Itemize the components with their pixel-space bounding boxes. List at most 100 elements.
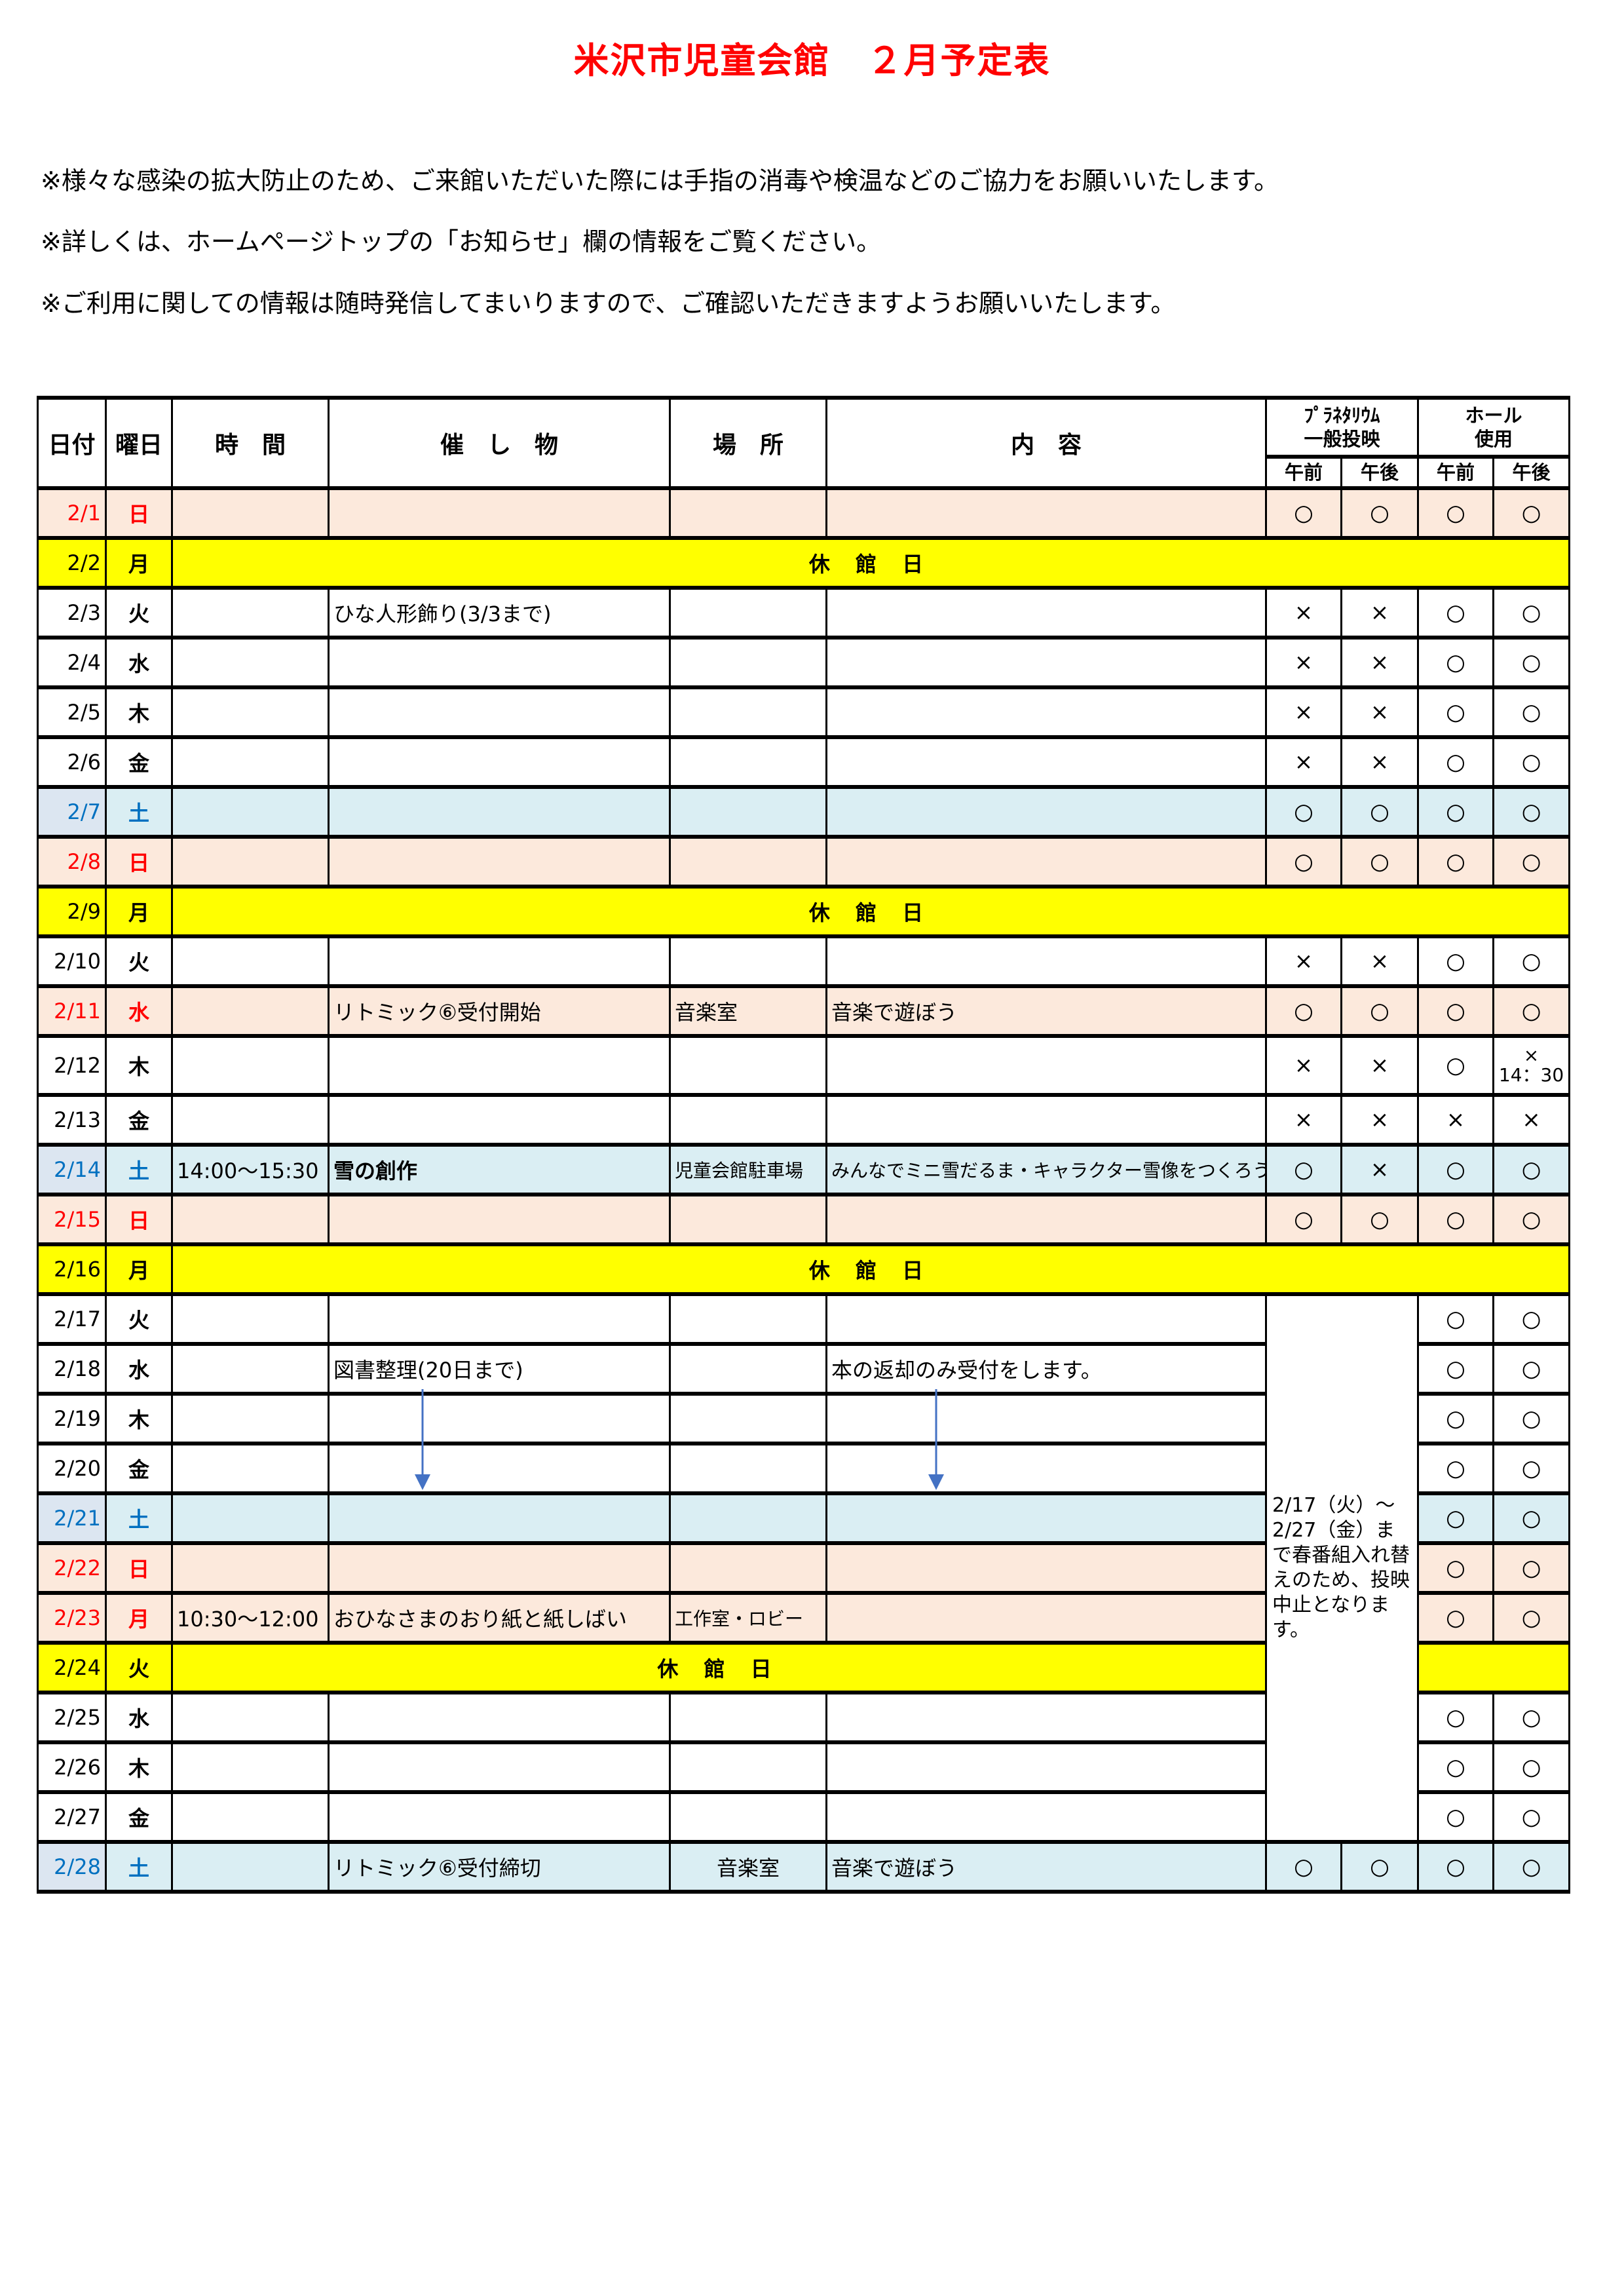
time-cell <box>171 1035 330 1096</box>
hall-pm-mark: ○ <box>1492 1143 1571 1196</box>
event-cell <box>328 636 671 689</box>
event-cell <box>328 487 671 539</box>
event-cell: ひな人形飾り(3/3まで) <box>328 586 671 639</box>
planetarium-am-mark: ○ <box>1265 1841 1342 1893</box>
hall-pm-time-note: 14：30 <box>1498 1064 1564 1086</box>
dow-cell: 土 <box>105 1492 173 1544</box>
date-cell: 2/16 <box>37 1243 107 1295</box>
table-row: 2/23 月 10:30～12:00 おひなさまのおり紙と紙しばい 工作室・ロビー ○ ○ <box>37 1592 1571 1644</box>
dow-cell: 水 <box>105 1343 173 1395</box>
content-cell <box>825 636 1267 689</box>
dow-cell: 火 <box>105 1293 173 1345</box>
content-cell <box>825 686 1267 738</box>
event-cell: 図書整理(20日まで) <box>328 1343 671 1395</box>
table-row: 2/26 木 ○ ○ <box>37 1741 1571 1793</box>
planetarium-suspension-note: 2/17（火）～2/27（金）まで春番組入れ替えのため、投映中止となります。 <box>1264 1293 1420 1843</box>
date-cell: 2/9 <box>37 885 107 938</box>
notice-3: ※ご利用に関しての情報は随時発信してまいりますので、ご確認いただきますようお願い… <box>41 289 1176 318</box>
place-cell <box>669 1492 827 1544</box>
dow-cell: 土 <box>105 1143 173 1196</box>
dow-cell: 火 <box>105 935 173 987</box>
event-cell: おひなさまのおり紙と紙しばい <box>328 1592 671 1644</box>
date-cell: 2/8 <box>37 835 107 888</box>
date-cell: 2/15 <box>37 1193 107 1246</box>
hall-closed-cell <box>1417 1641 1571 1694</box>
time-cell <box>171 1193 330 1246</box>
hall-am-mark: ○ <box>1417 586 1495 639</box>
hall-am-mark: ○ <box>1417 1343 1495 1395</box>
header-planetarium: ﾌﾟﾗﾈﾀﾘｳﾑ 一般投映 <box>1264 396 1420 458</box>
time-cell: 10:30～12:00 <box>171 1592 330 1644</box>
dow-cell: 金 <box>105 1442 173 1495</box>
hall-pm-mark: ○ <box>1492 1691 1571 1744</box>
place-cell <box>669 1343 827 1395</box>
header-hall-line2: 使用 <box>1475 428 1513 450</box>
dow-cell: 水 <box>105 985 173 1037</box>
dow-cell: 木 <box>105 1741 173 1793</box>
date-cell: 2/1 <box>37 487 107 539</box>
content-cell <box>825 1094 1267 1146</box>
hall-am-mark: × <box>1417 1094 1495 1146</box>
place-cell <box>669 935 827 987</box>
date-cell: 2/23 <box>37 1592 107 1644</box>
content-cell: 本の返却のみ受付をします。 <box>825 1343 1267 1395</box>
place-cell <box>669 835 827 888</box>
planetarium-am-mark: ○ <box>1265 1193 1342 1246</box>
planetarium-am-mark: × <box>1265 686 1342 738</box>
content-cell <box>825 1293 1267 1345</box>
planetarium-pm-mark: × <box>1340 586 1420 639</box>
time-cell <box>171 985 330 1037</box>
planetarium-pm-mark: × <box>1340 636 1420 689</box>
dow-cell: 日 <box>105 1542 173 1594</box>
time-cell <box>171 786 330 838</box>
dow-cell: 月 <box>105 885 173 938</box>
content-cell <box>825 1442 1267 1495</box>
date-cell: 2/3 <box>37 586 107 639</box>
hall-am-mark: ○ <box>1417 1741 1495 1793</box>
hall-am-mark: ○ <box>1417 1791 1495 1843</box>
content-cell <box>825 1193 1267 1246</box>
date-cell: 2/4 <box>37 636 107 689</box>
table-row: 2/11 水リトミック⑥受付開始 音楽室 音楽で遊ぼう ○ ○ ○ ○ <box>37 985 1571 1037</box>
content-cell <box>825 487 1267 539</box>
header-time: 時 間 <box>171 396 330 489</box>
place-cell <box>669 1442 827 1495</box>
event-cell: 雪の創作 <box>328 1143 671 1196</box>
dow-cell: 火 <box>105 1641 173 1694</box>
planetarium-am-mark: × <box>1265 1094 1342 1146</box>
header-planetarium-line2: 一般投映 <box>1304 428 1380 450</box>
hall-pm-mark: ○ <box>1492 786 1571 838</box>
table-row: 2/22 日 ○ ○ <box>37 1542 1571 1594</box>
event-cell <box>328 786 671 838</box>
header-content: 内 容 <box>825 396 1267 489</box>
content-cell <box>825 1691 1267 1744</box>
hall-pm-mark: ○ <box>1492 487 1571 539</box>
hall-am-mark: ○ <box>1417 736 1495 788</box>
place-cell <box>669 1691 827 1744</box>
planetarium-pm-mark: ○ <box>1340 786 1420 838</box>
date-cell: 2/20 <box>37 1442 107 1495</box>
date-cell: 2/7 <box>37 786 107 838</box>
time-cell <box>171 1741 330 1793</box>
header-planetarium-am: 午前 <box>1265 455 1342 489</box>
hall-pm-mark: ○ <box>1492 1193 1571 1246</box>
event-cell <box>328 1791 671 1843</box>
event-cell <box>328 835 671 888</box>
time-cell <box>171 1492 330 1544</box>
hall-pm-mark: ○ <box>1492 1392 1571 1445</box>
event-cell <box>328 1542 671 1594</box>
table-row: 2/8 日 ○ ○ ○ ○ <box>37 835 1571 888</box>
time-cell <box>171 487 330 539</box>
event-cell <box>328 1293 671 1345</box>
hall-pm-mark: ○ <box>1492 1592 1571 1644</box>
place-cell <box>669 686 827 738</box>
planetarium-am-mark: ○ <box>1265 835 1342 888</box>
hall-pm-mark: ○ <box>1492 586 1571 639</box>
closed-label: 休 館 日 <box>170 537 1571 589</box>
event-cell <box>328 1392 671 1445</box>
content-cell <box>825 736 1267 788</box>
planetarium-pm-mark: × <box>1340 686 1420 738</box>
table-row: 2/18 水 図書整理(20日まで) 本の返却のみ受付をします。 ○ ○ <box>37 1343 1571 1395</box>
hall-pm-mark: ○ <box>1492 636 1571 689</box>
notice-2: ※詳しくは、ホームページトップの「お知らせ」欄の情報をご覧ください。 <box>41 227 882 256</box>
